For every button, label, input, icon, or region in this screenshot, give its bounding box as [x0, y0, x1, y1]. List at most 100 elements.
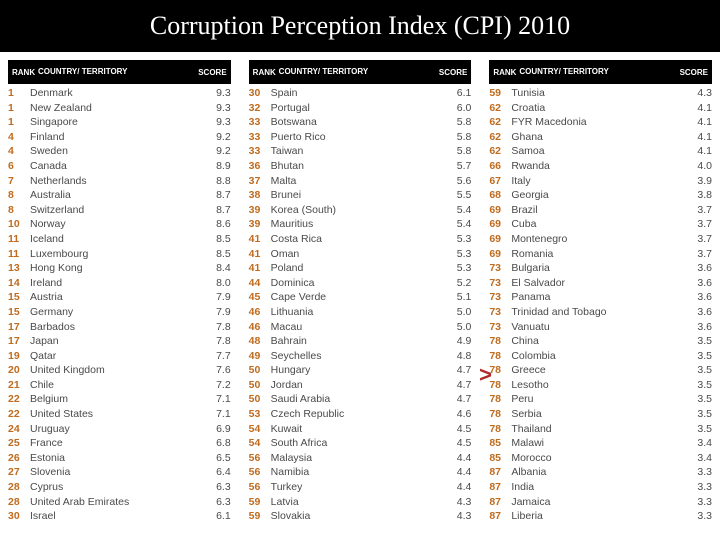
table-row: 73Trinidad and Tobago3.6: [489, 305, 712, 320]
country-cell: Japan: [30, 334, 201, 349]
rank-cell: 25: [8, 436, 30, 451]
score-cell: 5.3: [441, 232, 471, 247]
country-cell: Ireland: [30, 276, 201, 291]
table-row: 85Morocco3.4: [489, 451, 712, 466]
table-row: 69Montenegro3.7: [489, 232, 712, 247]
rank-cell: 78: [489, 392, 511, 407]
header-score: SCORE: [672, 68, 708, 77]
rank-cell: 78: [489, 334, 511, 349]
country-cell: Vanuatu: [511, 320, 682, 335]
table-row: 37Malta5.6: [249, 174, 472, 189]
country-cell: Malaysia: [271, 451, 442, 466]
rank-cell: 1: [8, 86, 30, 101]
rank-cell: 20: [8, 363, 30, 378]
header-country: COUNTRY/ TERRITORY: [38, 68, 191, 77]
country-cell: Jordan: [271, 378, 442, 393]
score-cell: 3.3: [682, 509, 712, 524]
score-cell: 3.5: [682, 363, 712, 378]
table-row: 11Iceland8.5: [8, 232, 231, 247]
header-country: COUNTRY/ TERRITORY: [519, 68, 672, 77]
rank-cell: 62: [489, 144, 511, 159]
table-row: 59Tunisia4.3: [489, 86, 712, 101]
country-cell: Albania: [511, 465, 682, 480]
country-cell: Singapore: [30, 115, 201, 130]
rank-cell: 8: [8, 203, 30, 218]
score-cell: 3.3: [682, 465, 712, 480]
table-row: 78China3.5: [489, 334, 712, 349]
table-row: 24Uruguay6.9: [8, 422, 231, 437]
score-cell: 5.0: [441, 305, 471, 320]
country-cell: Czech Republic: [271, 407, 442, 422]
table-row: 87Liberia3.3: [489, 509, 712, 524]
rank-cell: 39: [249, 203, 271, 218]
score-cell: 5.3: [441, 247, 471, 262]
header-rank: RANK: [12, 68, 38, 77]
country-cell: Hong Kong: [30, 261, 201, 276]
rank-cell: 73: [489, 305, 511, 320]
rank-cell: 33: [249, 130, 271, 145]
country-cell: Malta: [271, 174, 442, 189]
country-cell: China: [511, 334, 682, 349]
score-cell: 5.1: [441, 290, 471, 305]
score-cell: 4.1: [682, 101, 712, 116]
rank-cell: 62: [489, 101, 511, 116]
table-row: 33Taiwan5.8: [249, 144, 472, 159]
score-cell: 4.7: [441, 392, 471, 407]
table-row: 8Switzerland8.7: [8, 203, 231, 218]
country-cell: Barbados: [30, 320, 201, 335]
table-row: 39Mauritius5.4: [249, 217, 472, 232]
rank-cell: 7: [8, 174, 30, 189]
score-cell: 5.6: [441, 174, 471, 189]
score-cell: 6.9: [201, 422, 231, 437]
title-text: Corruption Perception Index (CPI) 2010: [150, 11, 570, 41]
score-cell: 5.4: [441, 203, 471, 218]
rank-cell: 69: [489, 232, 511, 247]
score-cell: 5.2: [441, 276, 471, 291]
country-cell: Luxembourg: [30, 247, 201, 262]
country-cell: Liberia: [511, 509, 682, 524]
score-cell: 4.1: [682, 115, 712, 130]
table-row: 62Samoa4.1: [489, 144, 712, 159]
score-cell: 9.2: [201, 130, 231, 145]
table-row: 8Australia8.7: [8, 188, 231, 203]
rank-cell: 68: [489, 188, 511, 203]
score-cell: 3.5: [682, 378, 712, 393]
table-row: 7Netherlands8.8: [8, 174, 231, 189]
rank-cell: 73: [489, 320, 511, 335]
header-score: SCORE: [191, 68, 227, 77]
country-cell: Germany: [30, 305, 201, 320]
table-row: 15Austria7.9: [8, 290, 231, 305]
score-cell: 8.9: [201, 159, 231, 174]
table-row: 14Ireland8.0: [8, 276, 231, 291]
country-cell: Bahrain: [271, 334, 442, 349]
country-cell: United States: [30, 407, 201, 422]
score-cell: 4.5: [441, 422, 471, 437]
table-row: 48Bahrain4.9: [249, 334, 472, 349]
table-row: 19Qatar7.7: [8, 349, 231, 364]
rank-cell: 17: [8, 334, 30, 349]
table-row: 50Hungary4.7: [249, 363, 472, 378]
table-row: 4Finland9.2: [8, 130, 231, 145]
table-row: 27Slovenia6.4: [8, 465, 231, 480]
rank-cell: 54: [249, 436, 271, 451]
country-cell: South Africa: [271, 436, 442, 451]
table-row: 50Saudi Arabia4.7: [249, 392, 472, 407]
rank-cell: 4: [8, 144, 30, 159]
column-header: RANKCOUNTRY/ TERRITORYSCORE: [249, 60, 472, 84]
score-cell: 4.1: [682, 130, 712, 145]
score-cell: 4.4: [441, 451, 471, 466]
score-cell: 8.7: [201, 203, 231, 218]
header-rank: RANK: [493, 68, 519, 77]
table-row: 62Ghana4.1: [489, 130, 712, 145]
rank-cell: 59: [249, 495, 271, 510]
country-cell: New Zealand: [30, 101, 201, 116]
rows-container: 1Denmark9.31New Zealand9.31Singapore9.34…: [8, 86, 231, 524]
country-cell: Finland: [30, 130, 201, 145]
table-row: 73Vanuatu3.6: [489, 320, 712, 335]
table-row: 54Kuwait4.5: [249, 422, 472, 437]
score-cell: 5.5: [441, 188, 471, 203]
score-cell: 4.8: [441, 349, 471, 364]
country-cell: Rwanda: [511, 159, 682, 174]
country-cell: Kuwait: [271, 422, 442, 437]
score-cell: 6.0: [441, 101, 471, 116]
